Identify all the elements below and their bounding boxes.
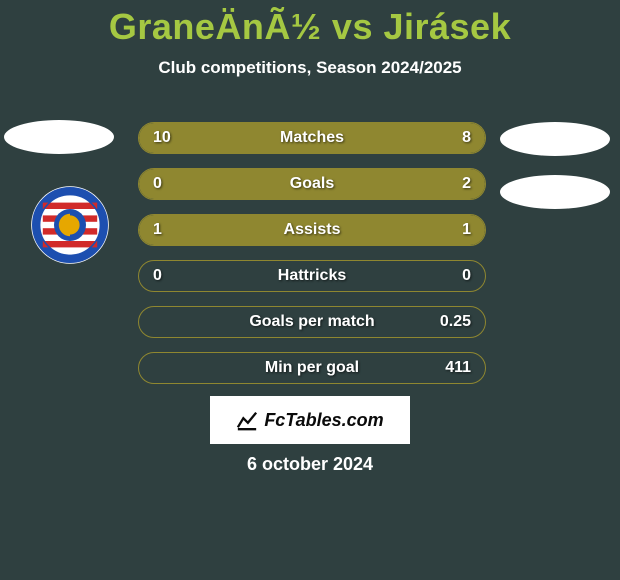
stat-label: Goals per match <box>249 313 374 331</box>
stat-row: 0 Goals 2 <box>138 168 486 200</box>
chart-icon <box>236 409 258 431</box>
page-subtitle: Club competitions, Season 2024/2025 <box>0 58 620 78</box>
stat-label: Assists <box>284 221 341 239</box>
watermark-text: FcTables.com <box>264 410 383 431</box>
stat-row: 10 Matches 8 <box>138 122 486 154</box>
player-right-placeholder-2 <box>500 175 610 209</box>
date-text: 6 october 2024 <box>0 454 620 475</box>
player-left-placeholder <box>4 120 114 154</box>
stat-value-left: 0 <box>153 267 162 285</box>
stat-value-left: 1 <box>153 221 162 239</box>
stat-value-right: 2 <box>462 175 471 193</box>
stat-fill-left <box>139 169 191 199</box>
stat-row: Goals per match 0.25 <box>138 306 486 338</box>
stat-row: 0 Hattricks 0 <box>138 260 486 292</box>
stat-value-left: 10 <box>153 129 171 147</box>
stat-row: 1 Assists 1 <box>138 214 486 246</box>
stat-value-right: 8 <box>462 129 471 147</box>
stat-value-right: 1 <box>462 221 471 239</box>
stat-label: Matches <box>280 129 344 147</box>
stat-row: Min per goal 411 <box>138 352 486 384</box>
club-badge-icon <box>30 185 110 265</box>
page-title: GraneÄnÃ½ vs Jirásek <box>0 0 620 48</box>
stat-value-left: 0 <box>153 175 162 193</box>
stat-label: Hattricks <box>278 267 346 285</box>
player-right-placeholder-1 <box>500 122 610 156</box>
watermark: FcTables.com <box>210 396 410 444</box>
stat-value-right: 0.25 <box>440 313 471 331</box>
stat-label: Goals <box>290 175 334 193</box>
stat-fill-right <box>189 169 485 199</box>
stats-rows: 10Matches80Goals21Assists10Hattricks0Goa… <box>138 122 486 398</box>
stat-label: Min per goal <box>265 359 359 377</box>
stat-value-right: 411 <box>445 359 471 377</box>
stat-value-right: 0 <box>462 267 471 285</box>
